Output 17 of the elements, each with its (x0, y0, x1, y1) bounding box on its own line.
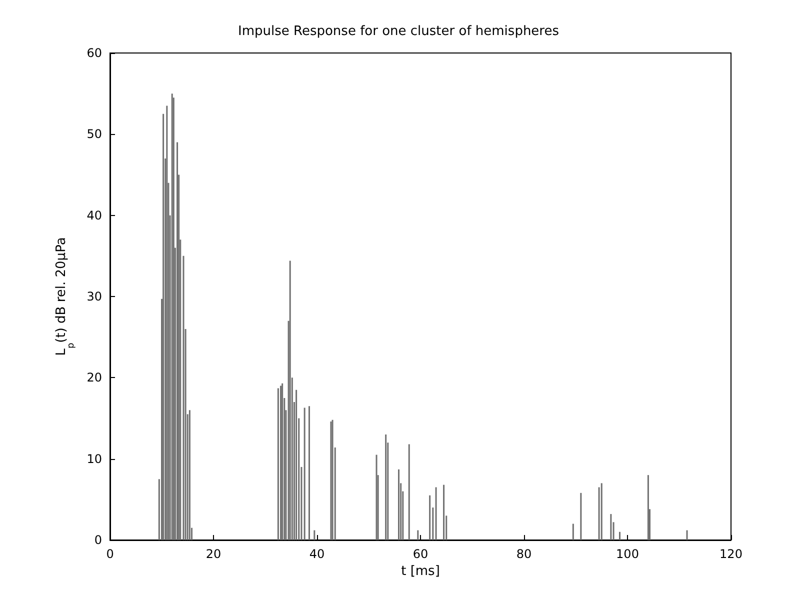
y-tick-label: 50 (86, 127, 102, 142)
x-tick-label: 80 (516, 547, 532, 561)
y-tick-label: 40 (86, 208, 102, 222)
x-axis-title: t [ms] (401, 564, 440, 579)
x-tick-label: 120 (720, 547, 742, 561)
y-axis-title: Lp(t) dB rel. 20μPa (54, 237, 76, 356)
y-tick-label: 10 (86, 452, 102, 466)
y-tick-label: 60 (86, 46, 102, 60)
x-tick-label: 20 (206, 547, 222, 561)
x-tick-label: 100 (616, 547, 639, 561)
x-tick-label: 40 (309, 547, 325, 561)
x-tick-label: 0 (106, 547, 114, 561)
chart-title: Impulse Response for one cluster of hemispheres (238, 24, 560, 39)
x-tick-label: 60 (412, 547, 428, 561)
y-tick-label: 20 (86, 370, 102, 385)
y-tick-label: 0 (94, 533, 102, 547)
y-tick-label: 30 (86, 290, 102, 304)
